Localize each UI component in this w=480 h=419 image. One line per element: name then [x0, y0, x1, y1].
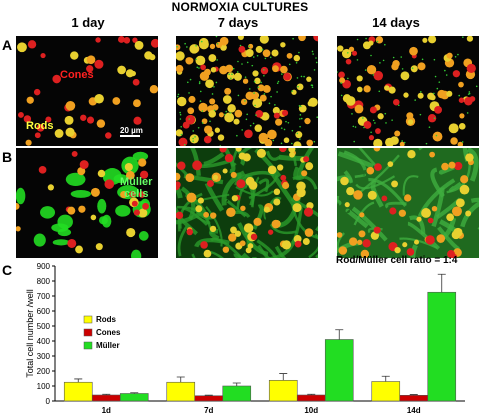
legend-swatch — [83, 341, 93, 350]
bar-cones-10d — [296, 394, 326, 402]
figure-title: NORMOXIA CULTURES — [171, 0, 309, 14]
legend-swatch — [83, 328, 93, 337]
y-tick-label: 700 — [37, 292, 51, 301]
error-bar — [232, 382, 241, 386]
x-tick-label: 1d — [102, 406, 111, 415]
legend-label: Rods — [96, 315, 117, 324]
error-bar — [130, 392, 139, 394]
error-bar — [381, 375, 390, 382]
error-bar — [204, 394, 213, 396]
y-tick-label: 800 — [37, 277, 51, 286]
y-tick-label: 0 — [46, 397, 51, 406]
micrograph-b-14days — [337, 148, 479, 258]
bar-cones-14d — [399, 394, 429, 402]
y-tick-label: 400 — [37, 337, 51, 346]
y-tick-label: 600 — [37, 307, 51, 316]
error-bar — [409, 394, 418, 396]
bar-cones-1d — [91, 394, 121, 402]
error-bar — [176, 376, 185, 383]
error-bar — [437, 273, 446, 293]
micrograph-a-1day: Cones Rods 20 µm — [16, 36, 158, 146]
error-bar — [335, 329, 344, 340]
column-header-1-day: 1 day — [71, 15, 105, 30]
muller-cells-label: Müller cells — [120, 176, 153, 200]
error-bar — [307, 393, 316, 395]
rods-label: Rods — [26, 120, 54, 132]
column-header-14-days: 14 days — [372, 15, 420, 30]
panel-label-b: B — [2, 149, 13, 165]
y-tick-label: 300 — [37, 352, 51, 361]
error-bar — [279, 373, 288, 381]
x-tick-label: 14d — [407, 406, 421, 415]
y-tick-label: 100 — [37, 382, 51, 391]
x-tick-label: 7d — [204, 406, 213, 415]
legend-label: Cones — [96, 328, 121, 337]
panel-label-c: C — [2, 262, 13, 278]
legend-swatch — [83, 315, 93, 324]
column-header-7-days: 7 days — [217, 15, 259, 30]
bar-cones-7d — [194, 395, 224, 402]
y-axis-title: Total cell number /well — [25, 289, 35, 378]
bar-mller-7d — [222, 385, 252, 402]
micrograph-a-7days — [176, 36, 318, 146]
bar-rods-14d — [371, 381, 401, 402]
scale-bar-label: 20 µm — [120, 126, 143, 135]
cones-label: Cones — [60, 69, 94, 81]
panel-label-a: A — [2, 37, 13, 53]
x-tick-label: 10d — [304, 406, 318, 415]
bar-rods-10d — [268, 379, 298, 402]
legend-label: Müller — [96, 341, 120, 350]
micrograph-a-14days — [337, 36, 479, 146]
bar-rods-1d — [63, 381, 93, 402]
micrograph-b-1day: Müller cells — [16, 148, 158, 258]
rod-muller-ratio-label: Rod/Müller cell ratio = 1:4 — [336, 255, 458, 266]
bar-mller-14d — [427, 291, 457, 402]
error-bar — [74, 378, 83, 383]
y-tick-label: 200 — [37, 367, 51, 376]
bar-mller-10d — [324, 339, 354, 402]
error-bar — [102, 393, 111, 395]
bar-mller-1d — [119, 393, 149, 402]
y-tick-label: 900 — [37, 262, 51, 271]
micrograph-b-7days — [176, 148, 318, 258]
bar-rods-7d — [166, 381, 196, 402]
y-tick-label: 500 — [37, 322, 51, 331]
